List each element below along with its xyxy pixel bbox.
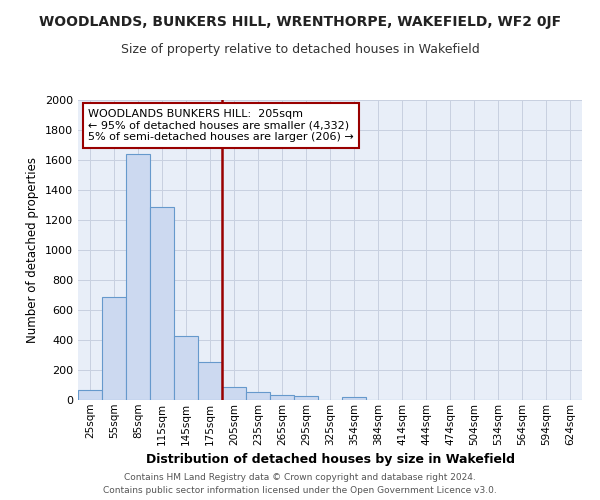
Bar [294, 396, 318, 400]
Bar [126, 154, 150, 400]
Y-axis label: Number of detached properties: Number of detached properties [26, 157, 40, 343]
Bar [198, 362, 222, 400]
Bar [78, 390, 102, 400]
Text: Contains HM Land Registry data © Crown copyright and database right 2024.: Contains HM Land Registry data © Crown c… [124, 474, 476, 482]
X-axis label: Distribution of detached houses by size in Wakefield: Distribution of detached houses by size … [146, 453, 515, 466]
Text: WOODLANDS BUNKERS HILL:  205sqm
← 95% of detached houses are smaller (4,332)
5% : WOODLANDS BUNKERS HILL: 205sqm ← 95% of … [88, 109, 354, 142]
Bar [222, 386, 246, 400]
Bar [150, 206, 174, 400]
Bar [246, 392, 270, 400]
Bar [342, 397, 366, 400]
Bar [174, 336, 198, 400]
Text: WOODLANDS, BUNKERS HILL, WRENTHORPE, WAKEFIELD, WF2 0JF: WOODLANDS, BUNKERS HILL, WRENTHORPE, WAK… [39, 15, 561, 29]
Text: Size of property relative to detached houses in Wakefield: Size of property relative to detached ho… [121, 42, 479, 56]
Text: Contains public sector information licensed under the Open Government Licence v3: Contains public sector information licen… [103, 486, 497, 495]
Bar [102, 296, 126, 400]
Bar [270, 395, 294, 400]
